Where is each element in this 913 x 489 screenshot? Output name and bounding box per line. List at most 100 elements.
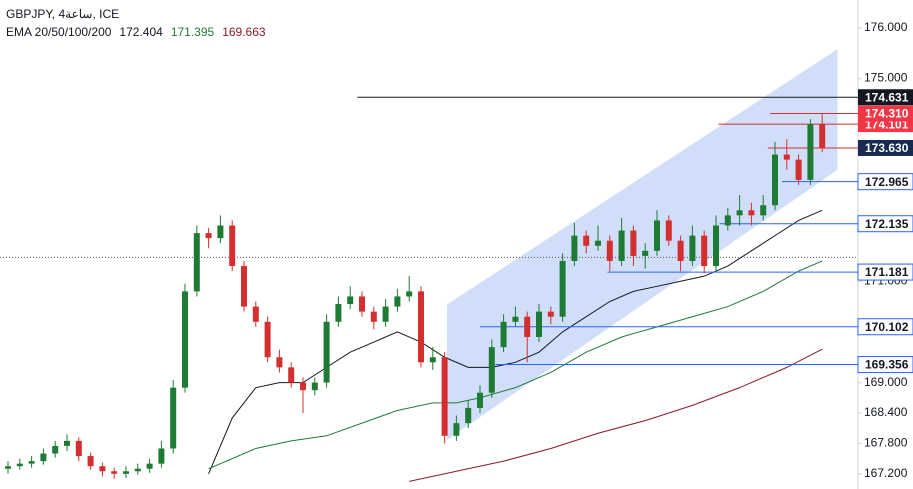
candle-body: [418, 291, 424, 363]
candle-body: [772, 154, 778, 206]
candle-body: [359, 296, 365, 312]
indicator-value: 169.663: [222, 25, 266, 39]
indicator-label: EMA 20/50/100/200: [6, 25, 112, 39]
candle-body: [465, 407, 472, 424]
candle-body: [193, 233, 200, 292]
price-label-box: [858, 105, 913, 122]
candle-body: [618, 230, 625, 261]
candle-body: [158, 448, 165, 464]
candle-body: [311, 382, 318, 391]
y-tick-label: 167.800: [864, 436, 908, 450]
candle-body: [642, 250, 649, 256]
candle-body: [748, 210, 755, 216]
candle-body: [807, 124, 814, 180]
y-tick-label: 169.000: [864, 375, 908, 389]
candle-body: [406, 291, 413, 297]
y-tick-label: 168.400: [864, 405, 908, 419]
candle-body: [713, 225, 719, 267]
candle-body: [347, 296, 354, 305]
candle-body: [665, 220, 672, 241]
candle-body: [488, 347, 495, 393]
y-tick-label: 167.200: [864, 466, 908, 480]
candle-body: [500, 321, 507, 348]
candle-body: [429, 357, 436, 363]
candle-body: [819, 124, 826, 148]
candle-body: [16, 463, 23, 467]
price-label-box: [857, 356, 913, 374]
candle-body: [795, 159, 802, 180]
ema-line: [409, 348, 823, 482]
candle-body: [394, 296, 401, 307]
candle-body: [229, 225, 236, 267]
candle-body: [595, 240, 601, 246]
chart-title: GBPJPY, 4ساعة, ICE: [6, 7, 119, 21]
price-label: 172.135: [865, 217, 909, 231]
indicator-value: 171.395: [171, 25, 215, 39]
candle-body: [547, 311, 554, 317]
candle-body: [677, 240, 684, 261]
candle-body: [28, 461, 35, 464]
price-label: 172.965: [865, 175, 909, 189]
candle-body: [783, 154, 790, 160]
candle-body: [300, 382, 306, 391]
candle-body: [370, 311, 377, 322]
candle-body: [441, 357, 448, 436]
y-tick-label: 175.000: [864, 71, 908, 85]
indicator-value: 172.404: [119, 25, 163, 39]
candle-body: [170, 387, 177, 449]
candle-body: [64, 440, 70, 446]
candle-body: [536, 311, 542, 337]
candle-body: [701, 235, 708, 267]
candle-body: [654, 220, 660, 251]
price-label-box: [857, 215, 913, 233]
candle-body: [477, 392, 483, 408]
price-label: 174.631: [865, 90, 909, 104]
candle-body: [571, 235, 578, 261]
candle-body: [217, 225, 224, 239]
channel: [446, 49, 838, 440]
candle-body: [453, 423, 460, 436]
candle-body: [99, 466, 106, 472]
candle-body: [75, 440, 82, 457]
candle-body: [264, 321, 271, 358]
candle-body: [524, 316, 531, 337]
price-label: 169.356: [865, 358, 909, 372]
price-label: 174.310: [865, 107, 909, 121]
price-label-box: [858, 139, 913, 156]
candle-body: [123, 471, 129, 474]
candle-body: [323, 321, 330, 383]
price-label-box: [857, 263, 913, 281]
candle-body: [512, 316, 519, 322]
indicator-legend: EMA 20/50/100/200 172.404 171.395 169.663: [6, 25, 266, 39]
candle-body: [52, 445, 59, 454]
candle-body: [87, 456, 94, 467]
candle-body: [583, 235, 590, 246]
candle-body: [335, 304, 342, 322]
y-tick-label: 176.000: [864, 20, 908, 34]
candle-body: [736, 210, 743, 216]
candle-body: [40, 453, 47, 462]
candle-body: [111, 471, 118, 474]
candle-body: [146, 463, 153, 469]
price-label: 170.102: [865, 320, 909, 334]
candle-body: [630, 230, 637, 256]
candle-body: [252, 306, 259, 322]
candle-body: [760, 205, 767, 216]
candle-body: [276, 357, 283, 368]
candle-body: [5, 466, 11, 469]
candle-body: [689, 235, 696, 261]
candle-body: [724, 215, 731, 226]
price-label-box: [858, 89, 913, 106]
candle-body: [288, 367, 295, 383]
candle-body: [182, 291, 188, 388]
candle-body: [241, 266, 247, 307]
candle-body: [134, 468, 141, 472]
price-label: 173.630: [865, 141, 909, 155]
candle-body: [205, 233, 212, 239]
candle-body: [559, 260, 566, 317]
price-label-box: [857, 318, 913, 336]
ema-line: [208, 260, 823, 470]
price-label-box: [857, 173, 913, 191]
